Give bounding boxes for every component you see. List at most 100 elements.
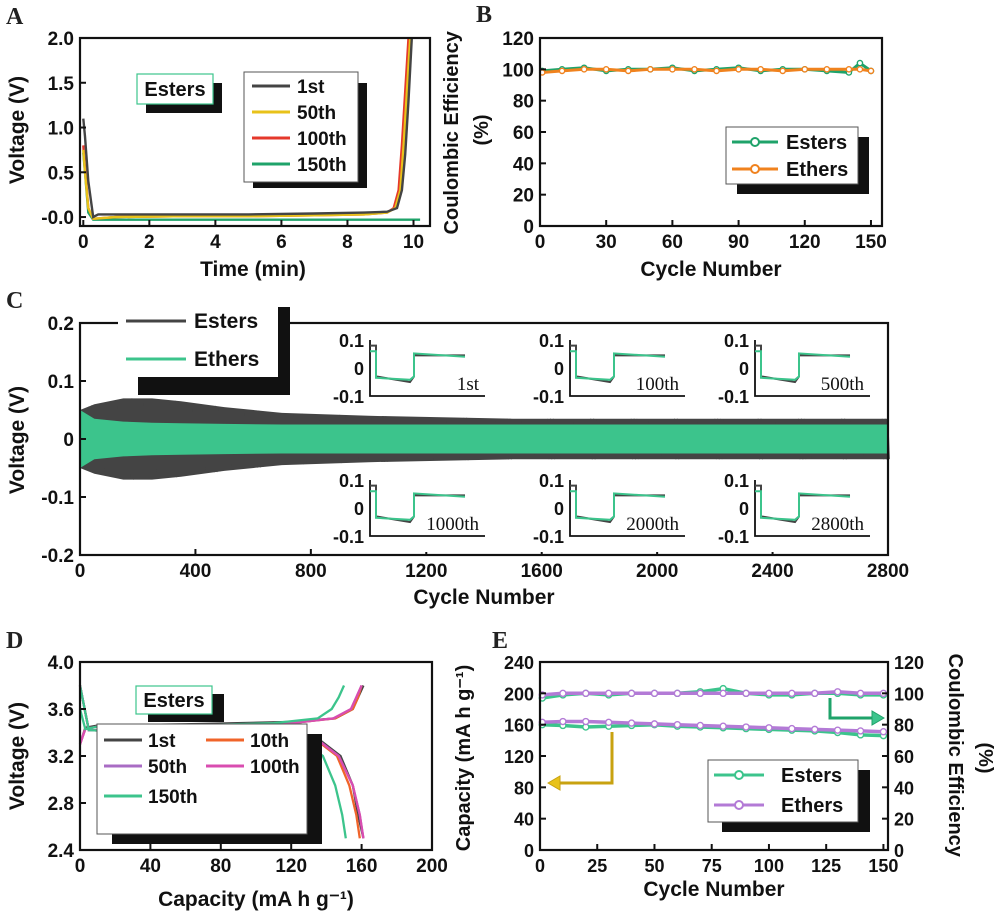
panel-a-annotation: Esters bbox=[144, 79, 205, 101]
panel-c-xtick-label: 800 bbox=[295, 561, 327, 582]
panel-d-annotation-box bbox=[135, 685, 213, 715]
panel-e-series-Ethers bbox=[542, 719, 884, 734]
panel-a-xtick-label: 4 bbox=[210, 232, 221, 253]
panel-e-legend-label: Esters bbox=[781, 765, 842, 787]
inset-label: 2800th bbox=[811, 514, 864, 535]
panel-e-point bbox=[765, 724, 773, 732]
inset-ytick-label: -0.1 bbox=[533, 527, 564, 547]
inset-backdrop bbox=[522, 474, 697, 552]
panel-e-xlabel: Cycle Number bbox=[643, 878, 784, 901]
inset-ytick-label: 0.1 bbox=[724, 471, 749, 491]
panel-d-ytick-label: 4.0 bbox=[48, 653, 74, 674]
panel-a-yticks: -0.0 0.5 1.0 1.5 2.0 bbox=[41, 29, 86, 229]
panel-b-point-Ethers bbox=[713, 67, 720, 75]
panel-e-point bbox=[856, 727, 865, 735]
panel-e-point bbox=[788, 689, 796, 698]
panel-b-point-Ethers bbox=[735, 66, 742, 73]
panel-e-ytick-label: 0 bbox=[894, 841, 904, 861]
panel-e-point bbox=[811, 725, 819, 734]
panel-d-ytick-label: 3.2 bbox=[48, 747, 74, 768]
panel-e-ytick-label: 60 bbox=[894, 747, 914, 767]
inset-ytick-label: 0.1 bbox=[539, 471, 564, 491]
panel-c-legend bbox=[118, 305, 278, 377]
panel-e-y2ticks: 0 20 40 60 80 100 120 bbox=[882, 653, 924, 861]
panel-b-xtick-label: 60 bbox=[662, 232, 683, 253]
panel-c-band-Ethers bbox=[80, 410, 888, 468]
panel-d-ytick-label: 2.4 bbox=[48, 841, 75, 862]
panel-b-point-Ethers bbox=[669, 66, 676, 73]
panel-b-point-Ethers bbox=[867, 67, 875, 75]
panel-e-point bbox=[627, 689, 636, 698]
panel-e-ytick-label: 100 bbox=[894, 684, 924, 704]
panel-b-ytick-label: 60 bbox=[513, 123, 534, 144]
panel-c-xtick-label: 1600 bbox=[521, 561, 563, 582]
panel-b: 0 30 60 90 120 150 0 20 40 60 80 100 120 Cycle Numb… bbox=[441, 26, 887, 281]
panel-d-legend-label: 100th bbox=[250, 757, 300, 778]
panel-d-legend-label: 10th bbox=[250, 731, 289, 752]
panel-e-xtick-label: 100 bbox=[754, 856, 784, 876]
inset-axes bbox=[569, 480, 685, 537]
panel-a-xtick-label: 2 bbox=[144, 232, 155, 253]
panel-e-y2label-line2: (%) bbox=[974, 742, 996, 773]
inset-axes bbox=[569, 340, 685, 397]
panel-b-xlabel: Cycle Number bbox=[640, 258, 781, 281]
panel-b-point-Ethers bbox=[856, 66, 864, 73]
inset-ytick-label: 0.1 bbox=[724, 331, 749, 351]
panel-e-point bbox=[833, 726, 842, 734]
panel-a-xlabel: Time (min) bbox=[200, 258, 306, 281]
inset-ytick-label: -0.1 bbox=[333, 387, 364, 407]
inset-ethers-trace bbox=[570, 490, 666, 521]
inset-axes bbox=[369, 340, 485, 397]
panel-b-ytick-label: 80 bbox=[513, 92, 534, 113]
panel-a-ylabel: Voltage (V) bbox=[6, 76, 29, 184]
panel-e-ytick-label: 40 bbox=[894, 778, 914, 798]
panel-c: 0 400 800 1200 1600 2000 2400 2800 -0.2-0.100.1… bbox=[6, 305, 909, 609]
panel-d-xlabel: Capacity (mA h g⁻¹) bbox=[158, 888, 354, 911]
panel-b-ylabel: Coulombic Efficiency (%) bbox=[441, 26, 493, 235]
panel-e-point bbox=[673, 689, 682, 698]
panel-e-xtick-label: 0 bbox=[535, 856, 545, 876]
panel-a-ytick-label: 1.0 bbox=[48, 119, 74, 140]
panel-e-point bbox=[719, 689, 727, 698]
panel-c-xlabel: Cycle Number bbox=[413, 586, 554, 609]
panel-e-ytick-label: 80 bbox=[894, 716, 914, 736]
panel-c-insets: 0.1 0 -0.1 1st 0.1 0 -0.1 100th 0.1 0 -0.1 500th 0.1… bbox=[322, 331, 882, 552]
panel-e-point bbox=[650, 720, 659, 728]
inset-axes bbox=[754, 340, 870, 397]
panel-e-ylabel: Capacity (mA h g⁻¹) bbox=[453, 665, 475, 852]
panel-e-left-axis-arrowhead bbox=[547, 775, 561, 791]
inset-label: 1st bbox=[457, 374, 480, 395]
panel-c-xtick-label: 2000 bbox=[636, 561, 678, 582]
panel-c-legend-label: Esters bbox=[194, 310, 258, 333]
panel-b-yticks: 0 20 40 60 80 100 120 bbox=[502, 29, 546, 238]
panel-e-point bbox=[879, 728, 888, 736]
panel-e-point bbox=[627, 719, 636, 727]
panel-label-b: B bbox=[476, 2, 492, 28]
inset-ethers-trace bbox=[755, 490, 851, 521]
inset-ytick-label: 0.1 bbox=[539, 331, 564, 351]
panel-d-xtick-label: 200 bbox=[416, 856, 448, 877]
panel-e-point bbox=[742, 723, 750, 731]
panel-c-plot bbox=[79, 398, 890, 480]
panel-b-point-Ethers bbox=[647, 66, 654, 73]
panel-b-point-Ethers bbox=[624, 67, 632, 75]
panel-e-legend bbox=[707, 759, 859, 823]
panel-e-point bbox=[856, 689, 865, 698]
panel-e-legend-items: Esters Ethers bbox=[714, 765, 843, 817]
panel-e-plot bbox=[538, 684, 888, 740]
panel-a-legend-label: 50th bbox=[297, 103, 336, 124]
panel-e-right-axis-arrow bbox=[828, 698, 872, 720]
panel-e-right-axis-arrowhead bbox=[871, 710, 885, 726]
panel-e-ytick-label: 120 bbox=[894, 653, 924, 673]
panel-c-ylabel: Voltage (V) bbox=[6, 386, 29, 494]
panel-b-ytick-label: 100 bbox=[502, 60, 534, 81]
panel-c-ytick-label: 0.2 bbox=[48, 314, 74, 335]
inset-ethers-trace bbox=[755, 350, 851, 381]
inset-ytick-label: -0.1 bbox=[718, 387, 749, 407]
panel-e-point bbox=[811, 689, 819, 698]
inset-axes bbox=[369, 480, 485, 537]
panel-b-point-Ethers bbox=[801, 66, 809, 73]
panel-b-xtick-label: 120 bbox=[789, 232, 821, 253]
panel-b-ytick-label: 120 bbox=[502, 29, 534, 50]
